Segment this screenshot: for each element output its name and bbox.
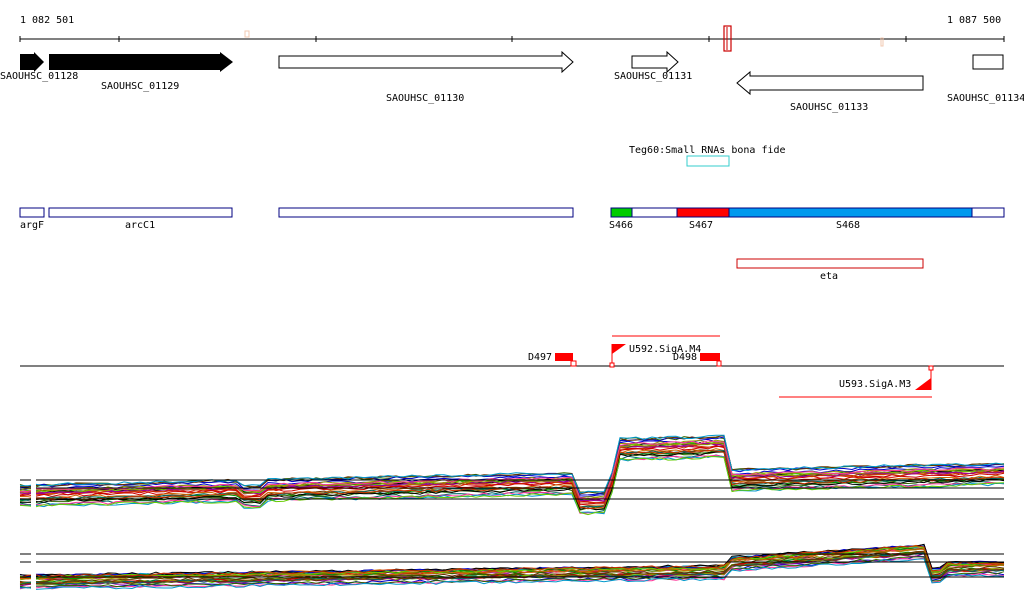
expression-1-gap-marker	[31, 470, 36, 520]
operon-track: argF arcC1 S466 S467 S468	[19, 207, 1005, 231]
gene-arrow-SAOUHSC_01129[interactable]	[49, 52, 233, 72]
feature-D497-anchor	[570, 360, 577, 367]
gene-arrow-SAOUHSC_01128[interactable]	[20, 52, 44, 72]
operon-unnamed[interactable]	[278, 207, 574, 218]
expression-curve	[19, 551, 1005, 586]
expression-curves-2	[19, 543, 1005, 590]
gene-label: SAOUHSC_01130	[386, 93, 464, 104]
gene-arrow-SAOUHSC_01133[interactable]	[736, 70, 924, 96]
expression-curve	[19, 558, 1005, 590]
expression-track-2	[19, 543, 1005, 598]
feature-D498-anchor	[716, 360, 722, 367]
operon-S468[interactable]	[728, 207, 973, 218]
end-coordinate: 1 087 500	[947, 15, 1001, 26]
eta-feature[interactable]	[736, 258, 924, 269]
gene-label: SAOUHSC_01131	[614, 71, 692, 82]
ruler-mark-right	[880, 37, 884, 47]
gene-label: SAOUHSC_01134	[947, 93, 1024, 104]
expression-curve	[19, 451, 1005, 511]
ruler-ticks	[19, 36, 1005, 42]
ruler-mark-left	[244, 30, 250, 38]
expression-curve	[19, 436, 1005, 496]
gene-arrow-SAOUHSC_01131[interactable]	[631, 50, 679, 74]
expression-curve	[19, 445, 1005, 506]
operon-S467[interactable]	[676, 207, 730, 218]
features-track: D497 U592.SigA.M4 D498 U593.SigA.M3	[20, 335, 1004, 398]
operon-argF[interactable]	[19, 207, 45, 218]
feature-U592-anchor	[609, 362, 615, 368]
expression-curve	[19, 440, 1005, 500]
eta-label: eta	[820, 271, 838, 282]
operon-segment-end[interactable]	[971, 207, 1005, 218]
small-rna-feature[interactable]	[686, 155, 730, 167]
feature-D497[interactable]	[555, 353, 573, 361]
coordinate-ruler: 1 082 501 1 087 500	[19, 15, 1005, 52]
expression-curve	[20, 434, 1005, 494]
operon-S466[interactable]	[610, 207, 633, 218]
feature-label: D498	[673, 352, 697, 363]
expression-curve	[19, 455, 1005, 516]
feature-U592-flag[interactable]	[612, 344, 626, 354]
feature-U593-anchor	[928, 365, 934, 371]
gene-track: SAOUHSC_01128 SAOUHSC_01129 SAOUHSC_0113…	[0, 50, 1024, 113]
eta-track: eta	[736, 258, 924, 282]
operon-label: argF	[20, 220, 44, 231]
operon-label: arcC1	[125, 220, 155, 231]
feature-label: U592.SigA.M4	[629, 344, 701, 355]
expression-curve	[19, 550, 1005, 583]
start-coordinate: 1 082 501	[20, 15, 74, 26]
small-rna-track: Teg60:Small RNAs bona fide	[629, 145, 786, 167]
expression-curve	[19, 543, 1005, 578]
gene-label: SAOUHSC_01128	[0, 71, 78, 82]
operon-label: S466	[609, 220, 633, 231]
expression-curve	[19, 551, 1005, 585]
expression-curve	[19, 545, 1005, 579]
feature-label: U593.SigA.M3	[839, 379, 911, 390]
expression-curve	[19, 442, 1005, 503]
small-rna-label: Teg60:Small RNAs bona fide	[629, 145, 786, 156]
operon-label: S468	[836, 220, 860, 231]
expression-curve	[19, 557, 1005, 590]
expression-track-1	[19, 434, 1005, 520]
operon-segment[interactable]	[631, 207, 678, 218]
gene-label: SAOUHSC_01129	[101, 81, 179, 92]
expression-curve	[19, 434, 1005, 495]
expression-2-gap-marker	[31, 548, 36, 598]
operon-label: S467	[689, 220, 713, 231]
feature-U593-flag[interactable]	[915, 378, 931, 390]
view-position-marker[interactable]	[723, 25, 732, 52]
gene-label: SAOUHSC_01133	[790, 102, 868, 113]
gene-arrow-SAOUHSC_01130[interactable]	[278, 50, 574, 74]
feature-label: D497	[528, 352, 552, 363]
expression-curves-1	[19, 434, 1005, 516]
feature-D498[interactable]	[700, 353, 720, 361]
gene-arrow-SAOUHSC_01134[interactable]	[972, 54, 1004, 70]
operon-arcC1[interactable]	[48, 207, 233, 218]
